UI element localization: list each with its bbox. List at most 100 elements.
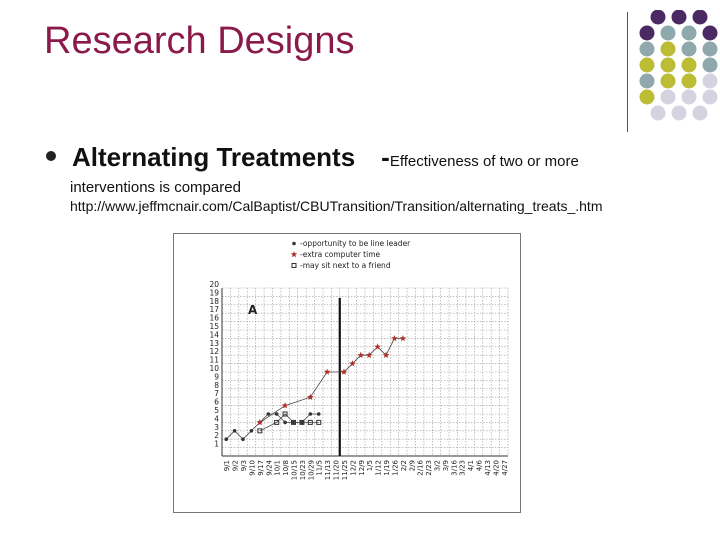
y-tick-label: 10 (209, 364, 219, 373)
y-tick-label: 8 (214, 381, 219, 390)
data-point (323, 368, 331, 375)
data-point (382, 351, 390, 358)
y-tick-label: 2 (214, 431, 219, 440)
decorative-dot-grid (639, 10, 718, 121)
data-point (274, 419, 280, 425)
y-tick-label: 18 (209, 297, 219, 306)
chart-series-2 (256, 335, 407, 426)
panel-label: A (248, 303, 258, 317)
data-point (241, 437, 245, 441)
x-tick-label: 9/10 (248, 460, 256, 476)
chart-grid (221, 287, 509, 457)
decorative-dot (639, 57, 655, 73)
y-tick-label: 20 (209, 280, 219, 289)
bullet-heading: Alternating Treatments (72, 142, 356, 172)
data-point (299, 419, 305, 425)
slide-title: Research Designs (44, 20, 355, 62)
decorative-dot (681, 57, 697, 73)
y-tick-label: 4 (214, 414, 219, 423)
data-point (340, 368, 348, 375)
decorative-dot (660, 73, 676, 89)
x-tick-label: 2/23 (425, 460, 433, 476)
data-point (274, 412, 279, 416)
decorative-dot (681, 89, 697, 105)
y-tick-label: 16 (209, 314, 219, 323)
data-point (257, 428, 263, 434)
data-point (283, 420, 287, 425)
legend-item: -opportunity to be line leader (292, 239, 411, 248)
x-tick-label: 4/27 (501, 460, 509, 476)
chart-series-3 (257, 411, 322, 434)
legend-label: -opportunity to be line leader (300, 239, 411, 248)
x-tick-label: 1/5 (366, 460, 374, 471)
data-point (374, 343, 381, 350)
data-point (316, 419, 322, 425)
bullet-text-cont: interventions is compared (70, 179, 241, 196)
decorative-dot (681, 73, 697, 89)
reference-url[interactable]: http://www.jeffmcnair.com/CalBaptist/CBU… (70, 198, 603, 214)
x-tick-label: 1/19 (383, 460, 391, 476)
y-tick-label: 5 (214, 406, 219, 415)
x-tick-label: 11/25 (341, 460, 349, 480)
chart-image: 1 2 3 4 5 6 7 8 9 10 11 12 13 14 15 16 17 18 19 20 9/1 9/2 9/3… (173, 233, 521, 513)
decorative-dot (660, 25, 676, 41)
bullet-dot-icon (46, 151, 56, 161)
x-tick-label: 10/8 (282, 460, 290, 476)
legend-label: -may sit next to a friend (300, 261, 391, 270)
decorative-dot (660, 89, 676, 105)
decorative-dot (702, 25, 718, 41)
series-line (259, 338, 403, 423)
legend-item: -may sit next to a friend (291, 261, 391, 270)
data-point (281, 402, 289, 409)
y-tick-label: 14 (209, 330, 219, 339)
y-tick-label: 7 (214, 389, 219, 398)
data-point (357, 351, 364, 358)
decorative-dot (681, 25, 697, 41)
data-point (290, 251, 298, 258)
bullet-dash: - (381, 142, 390, 172)
x-tick-label: 9/17 (257, 460, 265, 476)
x-tick-label: 12/2 (349, 460, 357, 476)
x-tick-label: 10/1 (274, 460, 282, 476)
decorative-dot (639, 89, 655, 105)
x-tick-label: 11/20 (333, 460, 341, 480)
divider-line (627, 12, 628, 132)
data-point (391, 335, 398, 342)
decorative-dot (702, 57, 718, 73)
x-tick-label: 4/20 (492, 460, 500, 476)
data-point (291, 419, 296, 425)
x-tick-label: 3/2 (434, 460, 442, 471)
y-tick-label: 12 (209, 347, 219, 356)
x-tick-label: 11/5 (316, 460, 324, 476)
y-tick-label: 1 (214, 440, 219, 449)
x-tick-label: 3/23 (459, 460, 467, 476)
data-point (307, 393, 314, 400)
y-tick-label: 6 (214, 398, 219, 407)
x-tick-label: 2/9 (408, 460, 416, 471)
data-point (291, 263, 297, 268)
y-tick-label: 3 (214, 423, 219, 432)
decorative-dot (692, 105, 708, 121)
x-tick-label: 10/15 (291, 460, 299, 480)
x-tick-label: 11/13 (324, 460, 332, 480)
data-point (399, 335, 407, 342)
x-tick-label: 4/6 (476, 459, 484, 471)
x-tick-label: 3/9 (442, 460, 450, 471)
x-tick-label: 10/23 (299, 460, 307, 480)
data-point (232, 429, 237, 433)
x-tick-label: 2/2 (400, 460, 408, 471)
y-tick-label: 9 (214, 372, 219, 381)
data-point (292, 241, 296, 246)
data-point (282, 411, 288, 417)
data-point (316, 412, 321, 416)
x-tick-label: 4/1 (467, 460, 475, 471)
bullet-text: Effectiveness of two or more (389, 153, 579, 170)
x-tick-label: 1/26 (391, 459, 399, 475)
x-tick-label: 10/29 (307, 460, 315, 480)
x-tick-label: 9/24 (265, 459, 273, 475)
decorative-dot (639, 73, 655, 89)
decorative-dot (692, 10, 708, 25)
x-tick-label: 9/3 (240, 460, 248, 471)
y-tick-label: 19 (209, 288, 219, 297)
